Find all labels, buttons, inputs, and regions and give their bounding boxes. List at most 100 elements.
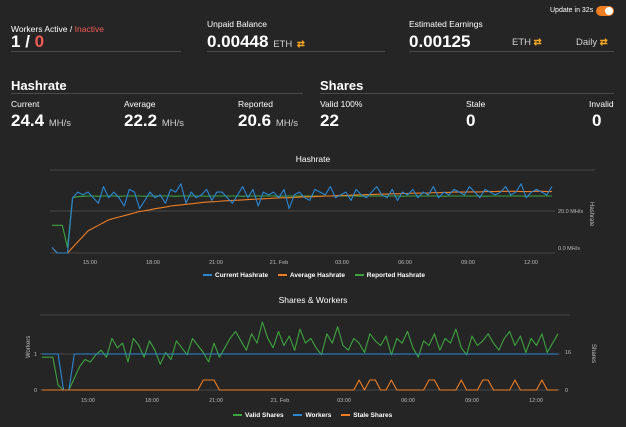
- x-tick-label: 21. Feb: [271, 398, 290, 404]
- x-tick-label: 15:00: [81, 398, 95, 404]
- legend-item-stale[interactable]: Stale Shares: [341, 412, 392, 419]
- stale-shares-line: [42, 379, 558, 391]
- divider: [320, 93, 614, 94]
- legend-label: Stale Shares: [353, 412, 393, 419]
- y-tick-label: 0: [565, 388, 568, 394]
- workers-separator: /: [67, 24, 75, 34]
- x-tick-label: 03:00: [337, 398, 351, 404]
- inactive-label: Inactive: [74, 24, 104, 34]
- x-tick-label: 15:00: [83, 260, 97, 266]
- legend-item-reported[interactable]: Reported Hashrate: [354, 272, 425, 279]
- legend-item-workers[interactable]: Workers: [293, 412, 331, 419]
- reported-label: Reported: [238, 99, 273, 109]
- legend-swatch: [203, 274, 212, 277]
- reported-hashrate-value: 20.6: [238, 111, 272, 130]
- invalid-label: Invalid: [589, 99, 614, 109]
- auto-update-toggle[interactable]: [596, 6, 614, 16]
- legend-swatch: [341, 414, 351, 417]
- legend-item-valid[interactable]: Valid Shares: [233, 412, 284, 419]
- reported-hashrate: 20.6 MH/s: [238, 111, 298, 131]
- divider: [409, 51, 614, 52]
- legend-item-current[interactable]: Current Hashrate: [203, 272, 268, 279]
- workers-line: [42, 353, 558, 391]
- divider: [11, 51, 181, 52]
- unpaid-balance-label: Unpaid Balance: [207, 19, 268, 29]
- x-tick-label: 03:00: [335, 260, 349, 266]
- y-tick-label: 20.0 MH/s: [558, 209, 583, 215]
- average-hashrate: 22.2 MH/s: [124, 111, 184, 131]
- divider: [11, 93, 303, 94]
- legend-label: Average Hashrate: [289, 272, 345, 279]
- x-axis-ticks: 15:00 18:00 21:00 21. Feb 03:00 06:00 09:00 12:…: [83, 260, 538, 266]
- unpaid-balance: 0.00448 ETH ⇄: [207, 32, 305, 52]
- legend-label: Workers: [305, 412, 332, 419]
- unit-label: MH/s: [275, 118, 298, 129]
- workers-inactive-value: 0: [34, 32, 45, 51]
- shares-workers-series: [42, 321, 559, 391]
- swap-icon[interactable]: ⇄: [599, 37, 608, 48]
- x-tick-label: 18:00: [145, 398, 159, 404]
- workers-count: 1 / 0: [11, 32, 44, 52]
- x-tick-label: 21:00: [209, 398, 223, 404]
- legend-label: Valid Shares: [245, 412, 284, 419]
- x-tick-label: 12:00: [529, 398, 543, 404]
- x-tick-label: 12:00: [524, 260, 538, 266]
- estimated-earnings-label: Estimated Earnings: [409, 19, 483, 29]
- y-tick-label: 0: [34, 388, 37, 394]
- hashrate-title: Hashrate: [11, 78, 67, 93]
- x-tick-label: 21. Feb: [270, 260, 289, 266]
- average-label: Average: [124, 99, 156, 109]
- shares-title: Shares: [320, 78, 364, 93]
- swap-icon[interactable]: ⇄: [533, 37, 542, 48]
- x-tick-label: 18:00: [146, 260, 160, 266]
- stale-label: Stale: [466, 99, 486, 109]
- invalid-value: 0: [592, 111, 602, 130]
- current-label: Current: [11, 99, 40, 109]
- stale-value: 0: [466, 111, 476, 130]
- update-countdown: Update in 32s: [550, 7, 594, 14]
- average-hashrate-value: 22.2: [124, 111, 158, 130]
- y-axis-label-right: Shares: [590, 344, 596, 363]
- valid-shares-line: [42, 321, 559, 391]
- unit-label: MH/s: [48, 118, 71, 129]
- hashrate-series: [51, 183, 553, 254]
- estimated-unit[interactable]: ETH ⇄: [512, 37, 542, 48]
- chart-title: Shares & Workers: [279, 295, 348, 305]
- x-axis-ticks: 15:00 18:00 21:00 21. Feb 03:00 06:00 09:00 12:…: [81, 398, 543, 404]
- legend-swatch: [293, 414, 303, 417]
- y-tick-label: 16: [565, 350, 571, 356]
- swap-icon[interactable]: ⇄: [296, 39, 305, 50]
- shares-workers-chart[interactable]: Shares & Workers 1 0 16 0 Workers Shares…: [0, 292, 626, 410]
- current-hashrate: 24.4 MH/s: [11, 111, 71, 131]
- shares-legend: Valid Shares Workers Stale Shares: [233, 412, 433, 419]
- y-tick-label: 0.0 MH/s: [558, 246, 580, 252]
- average-hashrate-line: [51, 190, 552, 254]
- period-label: Daily: [576, 37, 598, 48]
- y-axis-label: Hashrate: [588, 202, 594, 227]
- reported-hashrate-line: [52, 195, 552, 249]
- legend-label: Reported Hashrate: [366, 272, 425, 279]
- unpaid-balance-value: 0.00448: [207, 32, 269, 51]
- x-tick-label: 21:00: [209, 260, 223, 266]
- chart-title: Hashrate: [296, 154, 331, 164]
- workers-active-value: 1: [11, 32, 21, 51]
- hashrate-chart[interactable]: Hashrate 20.0 MH/s 0.0 MH/s Hashrate 15:…: [0, 150, 626, 285]
- estimated-unit-label: ETH: [512, 37, 531, 48]
- hashrate-legend: Current Hashrate Average Hashrate Report…: [203, 272, 443, 279]
- current-hashrate-line: [51, 183, 553, 254]
- unit-label: MH/s: [161, 118, 184, 129]
- legend-swatch: [277, 274, 287, 277]
- legend-label: Current Hashrate: [215, 272, 269, 279]
- x-tick-label: 06:00: [401, 398, 415, 404]
- unpaid-balance-unit: ETH: [273, 39, 293, 50]
- estimated-earnings-value: 0.00125: [409, 32, 471, 51]
- workers-label: Workers Active / Inactive: [11, 19, 104, 37]
- y-axis-label-left: Workers: [26, 336, 32, 358]
- period-selector[interactable]: Daily ⇄: [576, 37, 608, 48]
- valid-value: 22: [320, 111, 339, 130]
- legend-swatch: [233, 414, 242, 417]
- x-tick-label: 09:00: [465, 398, 479, 404]
- y-tick-label: 1: [34, 352, 37, 358]
- legend-item-average[interactable]: Average Hashrate: [277, 272, 345, 279]
- workers-active-label: Workers Active: [11, 24, 68, 34]
